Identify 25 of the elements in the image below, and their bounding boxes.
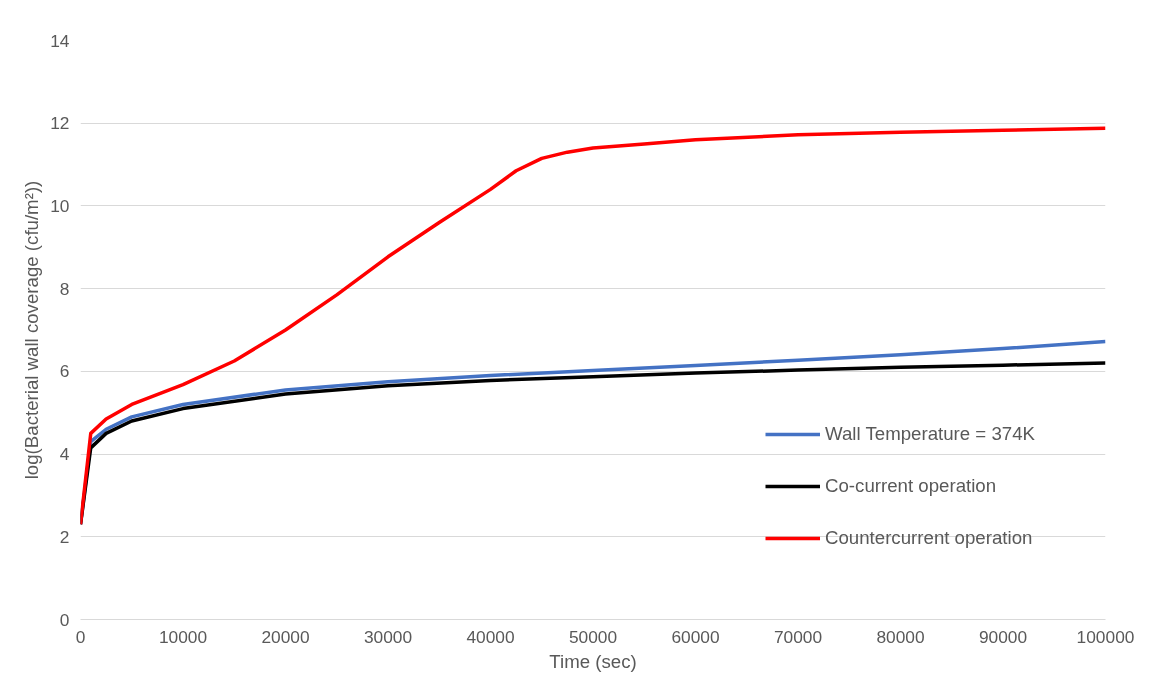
x-tick-label: 70000 xyxy=(773,626,823,647)
y-tick-label: 2 xyxy=(59,526,70,547)
y-tick-label: 12 xyxy=(50,113,70,134)
x-tick-label: 100000 xyxy=(1076,626,1135,647)
x-tick-label: 10000 xyxy=(158,626,208,647)
x-tick-label: 20000 xyxy=(261,626,310,647)
x-tick-label: 50000 xyxy=(568,626,618,647)
x-tick-label: 0 xyxy=(75,626,86,647)
legend-label: Wall Temperature = 374K xyxy=(825,423,1035,445)
y-tick-label: 4 xyxy=(59,444,70,465)
y-tick-label: 0 xyxy=(59,609,70,630)
x-tick-label: 30000 xyxy=(363,626,413,647)
x-tick-label: 90000 xyxy=(978,626,1028,647)
y-tick-label: 10 xyxy=(50,195,70,216)
x-axis-title: Time (sec) xyxy=(549,650,637,672)
legend-label: Countercurrent operation xyxy=(825,527,1033,549)
x-tick-label: 80000 xyxy=(876,626,925,647)
x-tick-label: 60000 xyxy=(671,626,720,647)
y-tick-label: 14 xyxy=(50,30,70,51)
line-series xyxy=(80,126,1106,527)
y-tick-label: 6 xyxy=(59,361,70,382)
x-tick-label: 40000 xyxy=(466,626,515,647)
y-tick-label: 8 xyxy=(59,278,70,299)
y-axis-title: log(Bacterial wall coverage (cfu/m²)) xyxy=(21,180,43,480)
legend-label: Co-current operation xyxy=(825,475,997,497)
